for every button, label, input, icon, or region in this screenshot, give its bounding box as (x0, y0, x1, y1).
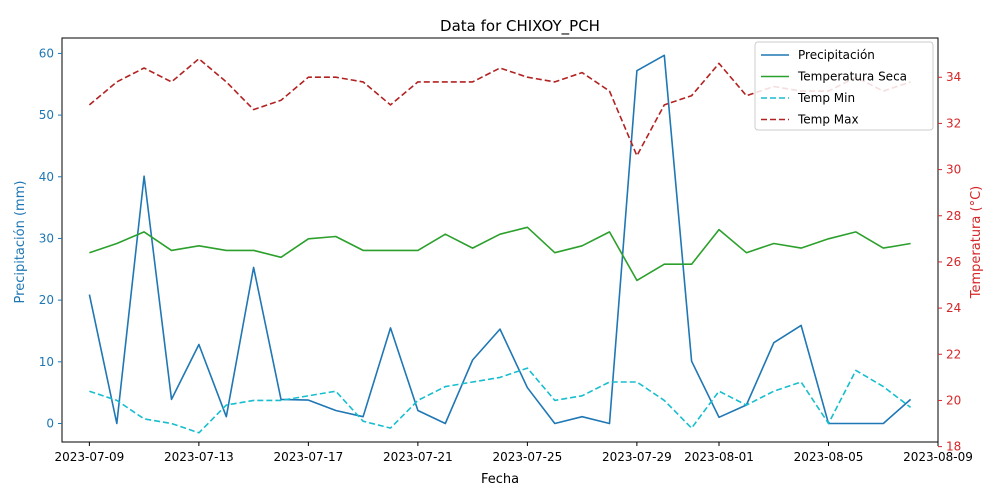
y-right-tick-label: 20 (946, 393, 961, 407)
x-tick-label: 2023-07-13 (164, 450, 234, 464)
x-tick-label: 2023-08-01 (684, 450, 754, 464)
y-left-tick-label: 0 (46, 416, 54, 430)
y-right-tick-label: 34 (946, 70, 961, 84)
y-right-tick-label: 26 (946, 255, 961, 269)
y-axis-left-label: Precipitación (mm) (13, 181, 28, 304)
x-tick-label: 2023-07-25 (493, 450, 563, 464)
chart-title: Data for CHIXOY_PCH (440, 17, 600, 36)
y-right-tick-label: 24 (946, 301, 961, 315)
legend-label: Temp Min (797, 91, 855, 105)
y-left-tick-label: 50 (39, 108, 54, 122)
plot-area: 2023-07-09 2023-07-13 2023-07-17 2023-07-21… (39, 37, 973, 464)
y-right-tick-label: 30 (946, 163, 961, 177)
y-axis-right-label: Temperatura (°C) (969, 186, 984, 299)
x-tick-label: 2023-07-09 (55, 450, 125, 464)
legend-label: Temperatura Seca (797, 70, 907, 84)
x-tick-label: 2023-07-17 (274, 450, 344, 464)
legend-label: Precipitación (798, 48, 875, 62)
legend: Precipitación Temperatura Seca Temp Min Tem… (754, 41, 934, 131)
series-line-temperatura-seca (89, 226, 911, 282)
x-tick-label: 2023-08-05 (794, 450, 864, 464)
y-left-tick-label: 20 (39, 293, 54, 307)
legend-box (754, 41, 934, 131)
legend-label: Temp Max (797, 113, 859, 127)
series-line-precipitaci-n (88, 54, 912, 425)
series-line-temp-min (89, 367, 912, 434)
x-tick-label: 2023-07-29 (602, 450, 672, 464)
x-tick-label: 2023-08-09 (903, 450, 973, 464)
y-right-tick-label: 32 (946, 116, 961, 130)
y-left-tick-label: 10 (39, 355, 54, 369)
y-right-tick-label: 22 (946, 347, 961, 361)
plot-frame (61, 37, 939, 443)
y-left-tick-label: 30 (39, 231, 54, 245)
x-tick-label: 2023-07-21 (383, 450, 453, 464)
y-right-tick-label: 18 (946, 440, 961, 454)
y-right-tick-label: 28 (946, 209, 961, 223)
y-left-tick-label: 60 (39, 46, 54, 60)
y-left-tick-label: 40 (39, 170, 54, 184)
x-axis-label: Fecha (481, 472, 519, 487)
